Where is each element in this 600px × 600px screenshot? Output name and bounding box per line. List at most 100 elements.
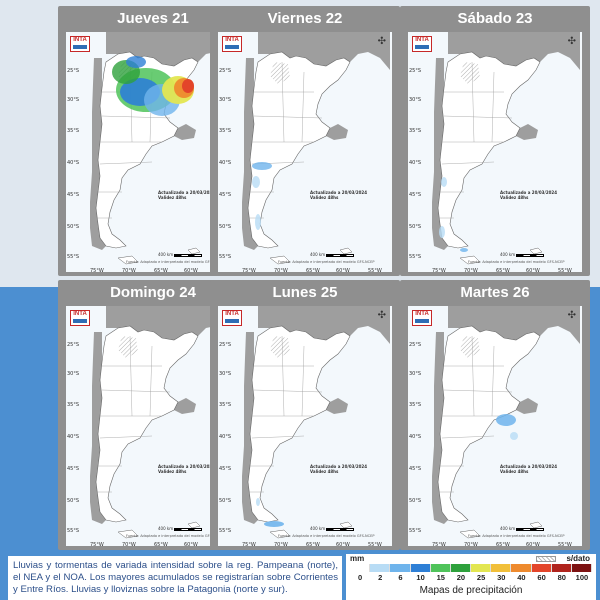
latitude-label: 55°S	[409, 254, 422, 260]
province-borders	[438, 61, 513, 219]
longitude-label: 65°W	[496, 268, 510, 274]
longitude-label: 75°W	[242, 542, 256, 548]
longitude-label: 70°W	[122, 542, 136, 548]
scale-label: 400 km	[500, 252, 517, 257]
legend-title: Mapas de precipitación	[419, 585, 523, 596]
source-note: Fuente: Adaptado e interpretado del mode…	[278, 534, 375, 538]
scale-label: 400 km	[158, 526, 175, 531]
chile	[90, 332, 106, 524]
forecast-panel: Viernes 22 INT	[210, 6, 400, 276]
neighbor-countries	[258, 306, 390, 344]
panel-day-label: Sábado 23	[457, 10, 533, 27]
latitude-label: 35°S	[409, 402, 422, 408]
latitude-label: 45°S	[67, 466, 80, 472]
scale-label: 400 km	[500, 526, 517, 531]
compass-icon: ✣	[377, 36, 386, 47]
uruguay	[516, 124, 538, 140]
precipitation-map: INTA ✣ 25°S 30°S 35°S 40°S 45°S 50°S 55°S Actuali…	[408, 32, 582, 272]
legend-color-swatch	[491, 564, 512, 572]
longitude-label: 70°W	[274, 268, 288, 274]
precipitation-map: INTA ✣ 25°S 30°S 35°S 40°S 45°S 50°S 55°S Actuali…	[218, 306, 392, 546]
longitude-label: 75°W	[90, 268, 104, 274]
latitude-label: 50°S	[409, 224, 422, 230]
latitude-label: 45°S	[409, 192, 422, 198]
legend-tick-label: 60	[537, 573, 546, 582]
latitude-label: 45°S	[219, 466, 232, 472]
chile	[90, 58, 106, 250]
legend-tick-label: 100	[575, 573, 589, 582]
precipitation-overlay	[439, 177, 468, 252]
latitude-label: 55°S	[219, 254, 232, 260]
forecast-description-text: Lluvias y tormentas de variada intensida…	[13, 560, 338, 595]
longitude-label: 60°W	[336, 268, 350, 274]
latitude-label: 25°S	[219, 68, 232, 74]
nodata-swatch	[536, 556, 556, 562]
latitude-label: 50°S	[219, 498, 232, 504]
forecast-panel: Sábado 23 INTA	[400, 6, 590, 276]
legend-color-swatch	[511, 564, 532, 572]
longitude-label: 65°W	[154, 268, 168, 274]
latitude-label: 55°S	[67, 254, 80, 260]
scale-bar-graphic	[516, 253, 545, 257]
latitude-label: 25°S	[219, 342, 232, 348]
longitude-label: 60°W	[336, 542, 350, 548]
legend-color-swatch	[531, 564, 552, 572]
latitude-label: 30°S	[219, 97, 232, 103]
longitude-label: 75°W	[90, 542, 104, 548]
panel-day-label: Jueves 21	[117, 10, 189, 27]
inta-logo: INTA	[222, 36, 242, 52]
inta-logo: INTA	[70, 310, 90, 326]
longitude-labels: 75°W 70°W 65°W 60°W 55°W	[408, 542, 582, 552]
legend-color-bar	[350, 564, 593, 572]
legend-tick-label: 0	[357, 573, 363, 582]
scale-label: 400 km	[158, 252, 175, 257]
province-borders	[248, 61, 323, 219]
inta-logo: INTA	[412, 36, 432, 52]
latitude-label: 25°S	[67, 68, 80, 74]
latitude-label: 45°S	[409, 466, 422, 472]
scale-bar: 400 km	[500, 252, 545, 257]
chile	[242, 58, 258, 250]
scale-bar-graphic	[174, 527, 203, 531]
legend-color-swatch	[571, 564, 593, 572]
latitude-label: 40°S	[409, 160, 422, 166]
latitude-label: 55°S	[67, 528, 80, 534]
panel-day-label: Martes 26	[460, 284, 530, 301]
validity: Validez 48hs	[158, 469, 187, 474]
longitude-label: 60°W	[184, 268, 198, 274]
update-date: Actualizado a 20/03/2024	[310, 190, 367, 195]
legend-color-swatch	[410, 564, 431, 572]
longitude-label: 75°W	[242, 268, 256, 274]
update-info: Actualizado a 20/03/2024 Validez 48hs	[310, 464, 367, 474]
forecast-description: Lluvias y tormentas de variada intensida…	[8, 556, 342, 600]
legend-color-swatch	[450, 564, 472, 572]
longitude-label: 55°W	[368, 268, 382, 274]
latitude-label: 30°S	[409, 371, 422, 377]
legend-color-swatch	[430, 564, 451, 572]
compass-icon: ✣	[377, 310, 386, 321]
legend-tick-label: 80	[557, 573, 566, 582]
update-date: Actualizado a 20/03/2024	[158, 190, 215, 195]
longitude-label: 60°W	[526, 268, 540, 274]
precipitation-overlay	[112, 56, 194, 116]
neighbor-countries	[448, 306, 580, 344]
longitude-label: 65°W	[154, 542, 168, 548]
latitude-label: 55°S	[409, 528, 422, 534]
longitude-label: 60°W	[526, 542, 540, 548]
longitude-label: 75°W	[432, 268, 446, 274]
longitude-label: 55°W	[368, 542, 382, 548]
legend-tick-label: 2	[378, 573, 383, 582]
nodata-region	[460, 62, 480, 84]
validity: Validez 48hs	[310, 469, 339, 474]
nodata-region	[118, 336, 138, 358]
latitude-label: 30°S	[67, 371, 80, 377]
uruguay	[326, 398, 348, 414]
argentina	[247, 51, 351, 249]
neighbor-countries	[448, 32, 580, 70]
panel-day-label: Viernes 22	[267, 10, 343, 27]
latitude-label: 50°S	[409, 498, 422, 504]
longitude-label: 65°W	[306, 268, 320, 274]
map-svg	[408, 306, 582, 546]
source-note: Fuente: Adaptado e interpretado del mode…	[278, 260, 375, 264]
inta-logo: INTA	[412, 310, 432, 326]
